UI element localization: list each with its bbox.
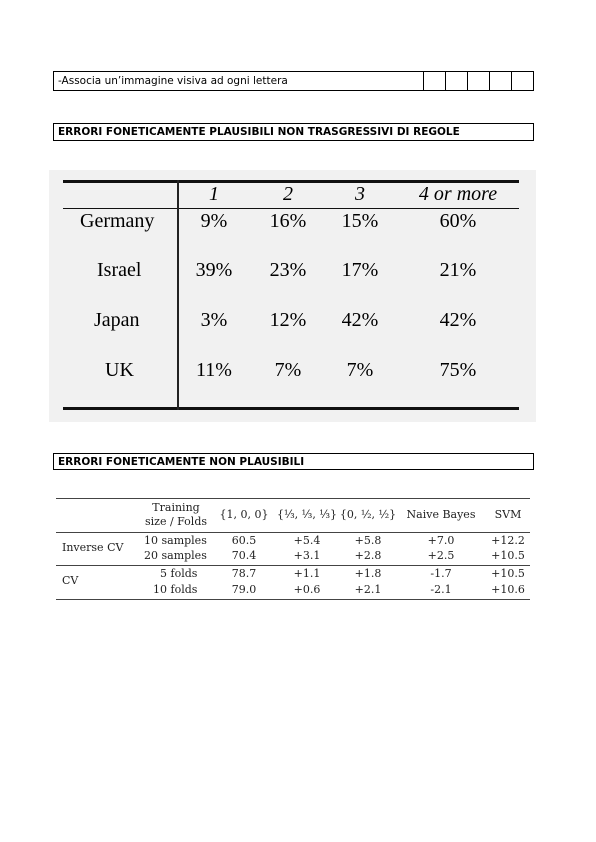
check-cell	[511, 72, 533, 90]
table-group-rule	[56, 565, 530, 566]
column-header: 1	[209, 183, 219, 205]
header-training: Training	[152, 501, 200, 514]
section-heading-non-plausible: ERRORI FONETICAMENTE NON PLAUSIBILI	[53, 453, 534, 470]
results-table: Training size / Folds {1, 0, 0} {⅓, ⅓, ⅓…	[56, 498, 530, 600]
cell-value: 78.7	[231, 567, 257, 580]
row-country: UK	[105, 359, 134, 381]
cell-value: 79.0	[231, 583, 257, 596]
cell-value: 17%	[341, 259, 379, 281]
check-cell	[445, 72, 467, 90]
cell-value: -1.7	[430, 567, 452, 580]
cell-value: 60.5	[231, 534, 257, 547]
instruction-row: -Associa un’immagine visiva ad ogni lett…	[53, 71, 534, 91]
check-cell	[467, 72, 489, 90]
row-size: 5 folds	[160, 567, 198, 580]
table-frame: 1 2 3 4 or more Germany 9% 16% 15% 60% I…	[63, 180, 519, 410]
header-col5: SVM	[494, 508, 522, 521]
cell-value: 7%	[346, 359, 374, 381]
cell-value: +10.5	[491, 549, 525, 562]
header-col4: Naive Bayes	[406, 508, 476, 521]
cell-value: 7%	[274, 359, 302, 381]
row-country: Germany	[80, 210, 155, 232]
column-header: 2	[283, 183, 293, 205]
check-cell	[489, 72, 511, 90]
row-size: 10 samples	[144, 534, 207, 547]
cell-value: +0.6	[293, 583, 321, 596]
cell-value: +10.6	[491, 583, 525, 596]
cell-value: 42%	[439, 309, 477, 331]
row-size: 20 samples	[144, 549, 207, 562]
check-cell	[423, 72, 445, 90]
cell-value: +1.8	[354, 567, 382, 580]
cell-value: +10.5	[491, 567, 525, 580]
cell-value: +5.4	[293, 534, 321, 547]
cell-value: 42%	[341, 309, 379, 331]
cell-value: 15%	[341, 210, 379, 232]
instruction-text: -Associa un’immagine visiva ad ogni lett…	[58, 75, 288, 87]
group-label: CV	[62, 574, 79, 587]
row-country: Israel	[97, 259, 142, 281]
cell-value: 21%	[439, 259, 477, 281]
table-top-rule	[63, 180, 519, 183]
column-header: 4 or more	[418, 183, 498, 205]
header-size-folds: size / Folds	[144, 515, 208, 528]
cell-value: 16%	[269, 210, 307, 232]
cell-value: 60%	[439, 210, 477, 232]
table-header-rule	[63, 208, 519, 209]
table-top-rule	[56, 498, 530, 499]
section-heading-plausible: ERRORI FONETICAMENTE PLAUSIBILI NON TRAS…	[53, 123, 534, 141]
cell-value: 23%	[269, 259, 307, 281]
group-label: Inverse CV	[62, 541, 124, 554]
cell-value: +7.0	[427, 534, 455, 547]
cell-value: 75%	[439, 359, 477, 381]
cell-value: -2.1	[430, 583, 452, 596]
cell-value: +3.1	[293, 549, 321, 562]
cell-value: +2.5	[427, 549, 455, 562]
cell-value: 11%	[196, 359, 232, 381]
cell-value: +2.8	[354, 549, 382, 562]
cell-value: +5.8	[354, 534, 382, 547]
cell-value: 12%	[269, 309, 307, 331]
cell-value: 3%	[200, 309, 228, 331]
table-bottom-rule	[56, 599, 530, 600]
cell-value: 39%	[195, 259, 233, 281]
country-percentage-table: 1 2 3 4 or more Germany 9% 16% 15% 60% I…	[49, 170, 536, 422]
cell-value: +12.2	[491, 534, 525, 547]
cell-value: +1.1	[293, 567, 321, 580]
header-col1: {1, 0, 0}	[219, 508, 269, 521]
header-col3: {0, ½, ½}	[339, 508, 397, 521]
table-bottom-rule	[63, 407, 519, 410]
cell-value: 70.4	[231, 549, 257, 562]
row-country: Japan	[94, 309, 140, 331]
header-col2: {⅓, ⅓, ⅓}	[277, 508, 337, 521]
table-divider	[177, 180, 179, 410]
cell-value: +2.1	[354, 583, 382, 596]
column-header: 3	[355, 183, 365, 205]
cell-value: 9%	[200, 210, 228, 232]
row-size: 10 folds	[153, 583, 198, 596]
table-header-rule	[56, 532, 530, 533]
